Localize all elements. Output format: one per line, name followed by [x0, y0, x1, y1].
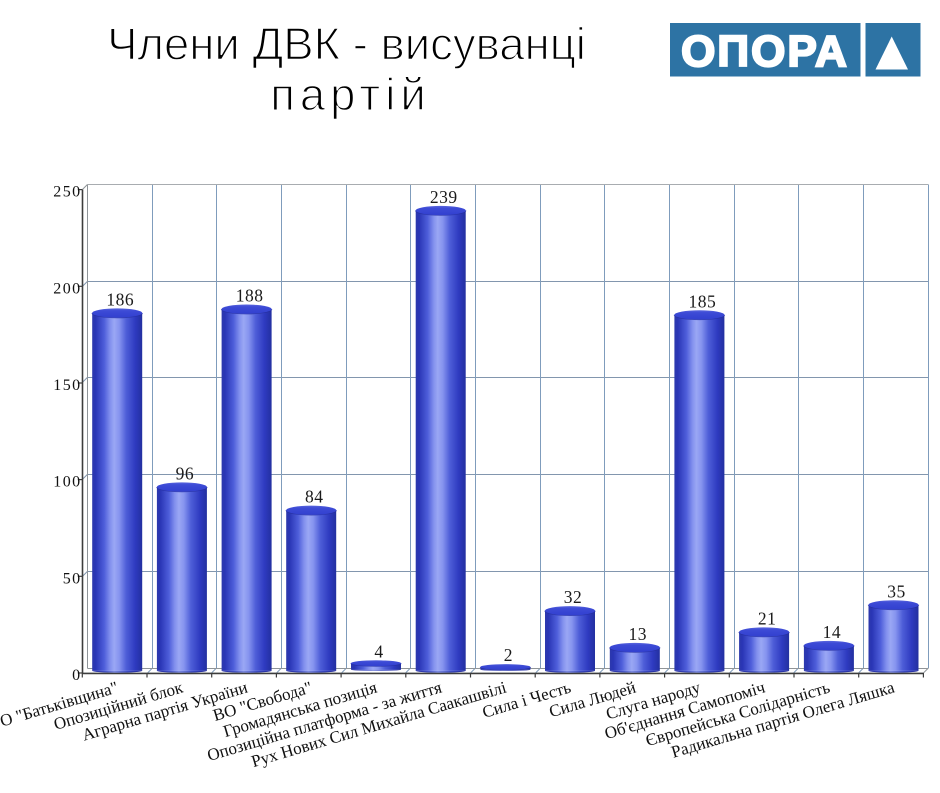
svg-text:100: 100 [53, 474, 81, 491]
svg-text:ОПОРА: ОПОРА [681, 27, 849, 76]
svg-text:32: 32 [564, 587, 583, 607]
svg-text:Члени ДВК - висуванці: Члени ДВК - висуванці [107, 19, 586, 70]
svg-text:2: 2 [504, 645, 513, 665]
svg-text:84: 84 [305, 487, 324, 507]
svg-text:4: 4 [374, 641, 383, 661]
svg-text:14: 14 [823, 622, 842, 642]
svg-text:200: 200 [53, 280, 81, 297]
svg-text:50: 50 [63, 570, 82, 587]
svg-text:21: 21 [758, 608, 777, 628]
svg-text:188: 188 [236, 286, 264, 306]
svg-text:150: 150 [53, 377, 81, 394]
svg-text:185: 185 [689, 291, 717, 311]
svg-text:239: 239 [430, 187, 458, 207]
svg-text:партій: партій [270, 69, 431, 120]
svg-text:186: 186 [106, 289, 134, 309]
svg-text:96: 96 [176, 463, 195, 483]
svg-text:250: 250 [53, 184, 81, 201]
svg-text:0: 0 [72, 667, 81, 684]
svg-text:35: 35 [887, 581, 906, 601]
svg-text:13: 13 [629, 624, 648, 644]
